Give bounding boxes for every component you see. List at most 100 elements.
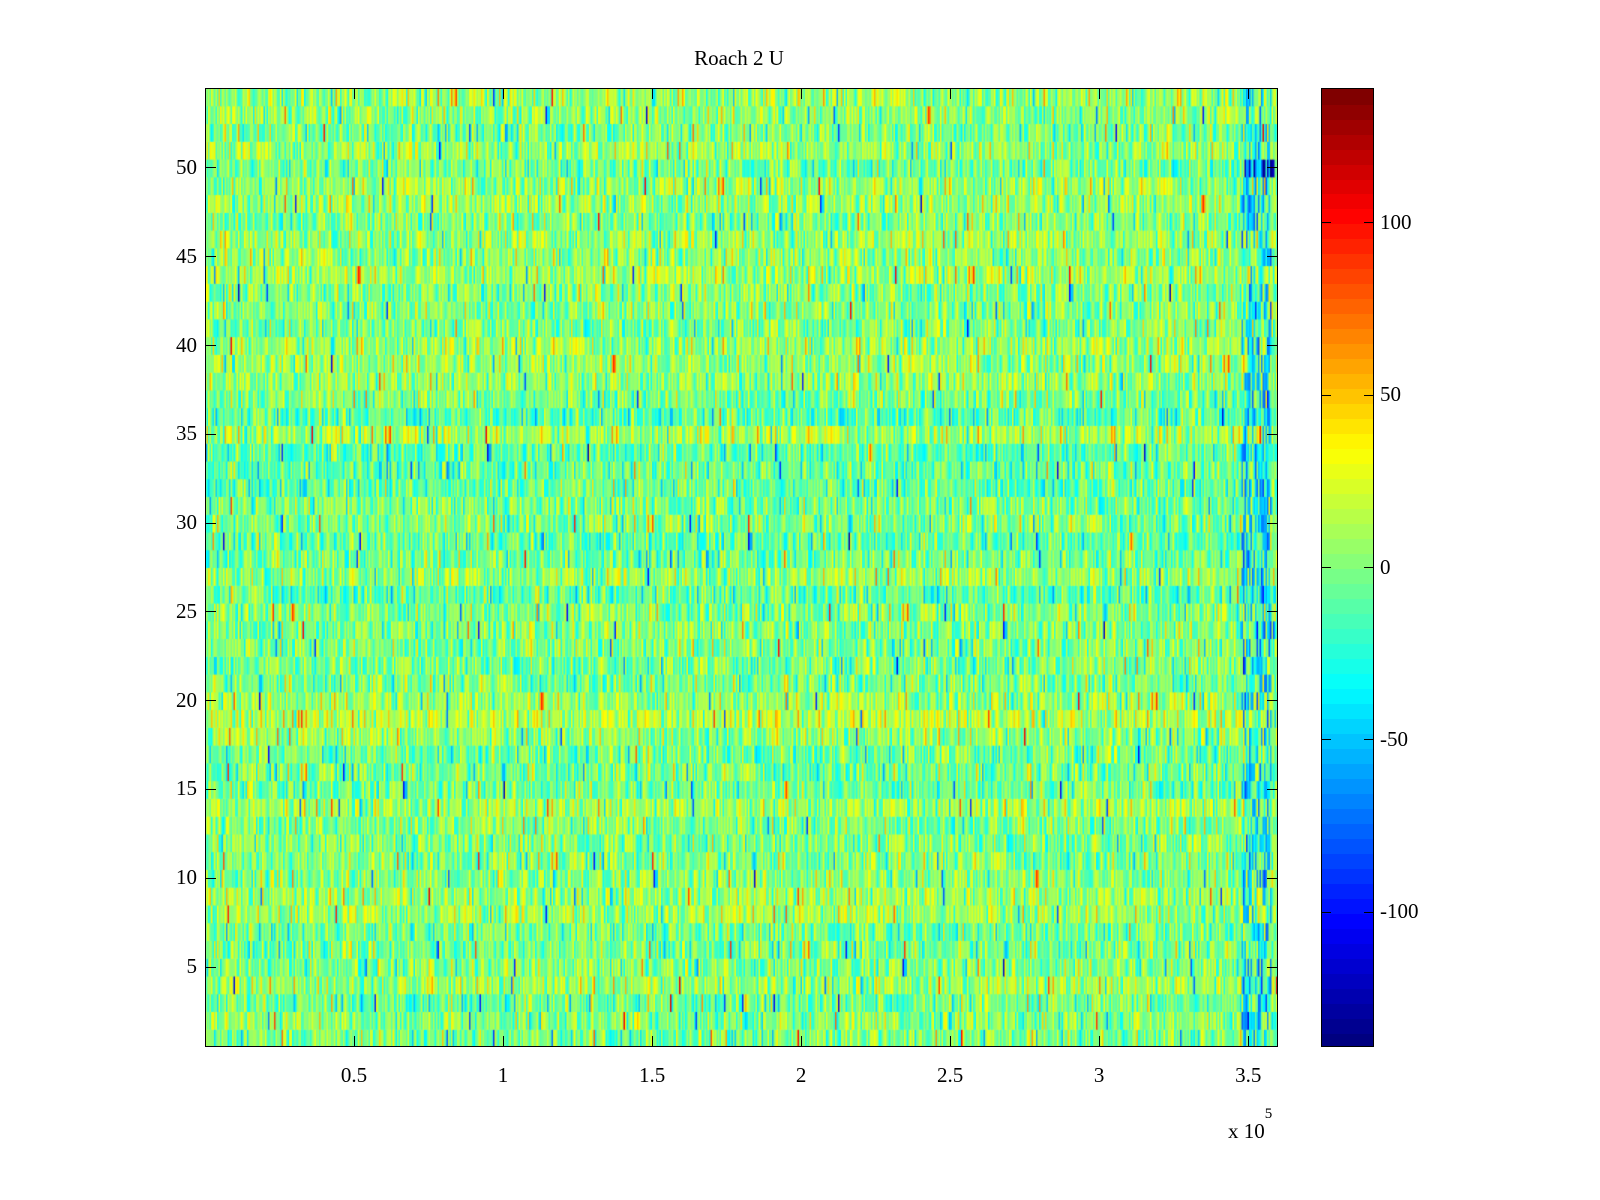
- x-multiplier: x 105: [1228, 1106, 1272, 1144]
- x-tick-label: 3: [1093, 1063, 1105, 1087]
- colorbar-segment: [1322, 718, 1373, 734]
- x-tick-label: 2: [795, 1063, 807, 1087]
- x-tick-mark: [1098, 1036, 1100, 1046]
- colorbar-segment: [1322, 868, 1373, 884]
- y-tick-mark: [206, 256, 216, 258]
- colorbar-segment: [1322, 418, 1373, 435]
- colorbar-tick-mark: [1322, 222, 1331, 224]
- colorbar-segment: [1322, 988, 1373, 1004]
- colorbar-segment: [1322, 928, 1373, 944]
- y-tick-mark: [206, 167, 216, 169]
- colorbar-segment: [1322, 493, 1373, 510]
- colorbar-tick-mark: [1322, 394, 1331, 396]
- colorbar-segment: [1322, 853, 1373, 869]
- colorbar-segment: [1322, 448, 1373, 465]
- colorbar-segment: [1322, 733, 1373, 749]
- y-tick-label: 15: [176, 776, 197, 801]
- colorbar-segment: [1322, 298, 1373, 315]
- x-tick-label: 1.5: [638, 1063, 666, 1087]
- y-tick-mark: [1267, 167, 1277, 169]
- x-tick-mark: [800, 1036, 802, 1046]
- colorbar-segment: [1322, 538, 1373, 555]
- colorbar-tick-mark: [1364, 567, 1373, 568]
- colorbar-segment: [1322, 508, 1373, 525]
- colorbar-segment: [1322, 89, 1373, 105]
- colorbar-segment: [1322, 523, 1373, 540]
- x-tick-label: 2.5: [937, 1063, 964, 1087]
- colorbar-segment: [1322, 358, 1373, 375]
- y-tick-mark: [206, 700, 216, 702]
- colorbar-segment: [1322, 373, 1373, 390]
- colorbar-segment: [1322, 268, 1373, 285]
- colorbar-segment: [1322, 463, 1373, 480]
- colorbar-segment: [1322, 658, 1373, 674]
- colorbar-segment: [1322, 1033, 1373, 1046]
- colorbar-segment: [1322, 103, 1373, 120]
- colorbar-tick-label: -100: [1380, 899, 1419, 924]
- x-tick-mark: [651, 1036, 653, 1046]
- y-tick-mark: [1267, 966, 1277, 968]
- colorbar-segment: [1322, 553, 1373, 570]
- y-tick-label: 10: [176, 865, 197, 890]
- y-tick-mark: [206, 877, 216, 879]
- y-tick-mark: [1267, 700, 1277, 702]
- y-tick-label: 20: [176, 687, 197, 712]
- x-tick-mark: [353, 89, 355, 99]
- x-multiplier-exponent: 5: [1264, 1106, 1273, 1122]
- colorbar-segment: [1322, 778, 1373, 794]
- y-tick-label: 5: [186, 954, 198, 979]
- colorbar-segment: [1322, 478, 1373, 495]
- colorbar-segment: [1322, 343, 1373, 360]
- x-tick-label: 1: [497, 1063, 509, 1087]
- colorbar-segment: [1322, 148, 1373, 165]
- y-tick-mark: [1267, 522, 1277, 524]
- chart-title: Roach 2 U: [694, 46, 784, 70]
- y-tick-mark: [1267, 877, 1277, 879]
- colorbar-tick-mark: [1364, 911, 1373, 913]
- x-tick-label: 0.5: [340, 1063, 368, 1087]
- colorbar-segment: [1322, 838, 1373, 854]
- y-tick-label: 25: [176, 598, 197, 623]
- x-tick-mark: [353, 1036, 355, 1046]
- colorbar-segment: [1322, 943, 1373, 959]
- x-multiplier-label: x 10: [1228, 1119, 1265, 1143]
- colorbar-segment: [1322, 1003, 1373, 1019]
- y-tick-label: 30: [176, 510, 197, 535]
- colorbar-segment: [1322, 583, 1373, 600]
- colorbar-segment: [1322, 898, 1373, 914]
- colorbar-segment: [1322, 883, 1373, 899]
- y-tick-label: 40: [176, 332, 197, 357]
- colorbar-tick-label: -50: [1380, 726, 1408, 751]
- colorbar-tick-mark: [1322, 739, 1331, 741]
- colorbar-segment: [1322, 913, 1373, 929]
- colorbar-segment: [1322, 973, 1373, 989]
- x-tick-mark: [502, 1036, 504, 1046]
- y-tick-mark: [206, 966, 216, 968]
- colorbar-tick-label: 0: [1380, 554, 1391, 579]
- y-tick-mark: [1267, 611, 1277, 613]
- y-tick-label: 35: [176, 421, 197, 446]
- colorbar-segment: [1322, 808, 1373, 824]
- colorbar-segment: [1322, 178, 1373, 195]
- colorbar-segment: [1322, 223, 1373, 240]
- y-tick-mark: [1267, 433, 1277, 435]
- colorbar-segment: [1322, 208, 1373, 225]
- y-tick-mark: [206, 788, 216, 790]
- y-tick-mark: [206, 522, 216, 524]
- colorbar-segment: [1322, 628, 1373, 645]
- colorbar-segment: [1322, 1018, 1373, 1034]
- colorbar-tick-mark: [1364, 222, 1373, 224]
- colorbar-segment: [1322, 748, 1373, 764]
- colorbar-segment: [1322, 793, 1373, 809]
- colorbar-segment: [1322, 313, 1373, 330]
- colorbar-segment: [1322, 163, 1373, 180]
- colorbar-segment: [1322, 613, 1373, 630]
- colorbar-tick-label: 100: [1380, 209, 1412, 234]
- colorbar-segment: [1322, 763, 1373, 779]
- x-tick-mark: [1247, 1036, 1249, 1046]
- colorbar-segment: [1322, 598, 1373, 615]
- y-tick-mark: [206, 433, 216, 435]
- colorbar-segment: [1322, 688, 1373, 704]
- colorbar: [1321, 88, 1374, 1047]
- colorbar-tick-mark: [1322, 567, 1331, 568]
